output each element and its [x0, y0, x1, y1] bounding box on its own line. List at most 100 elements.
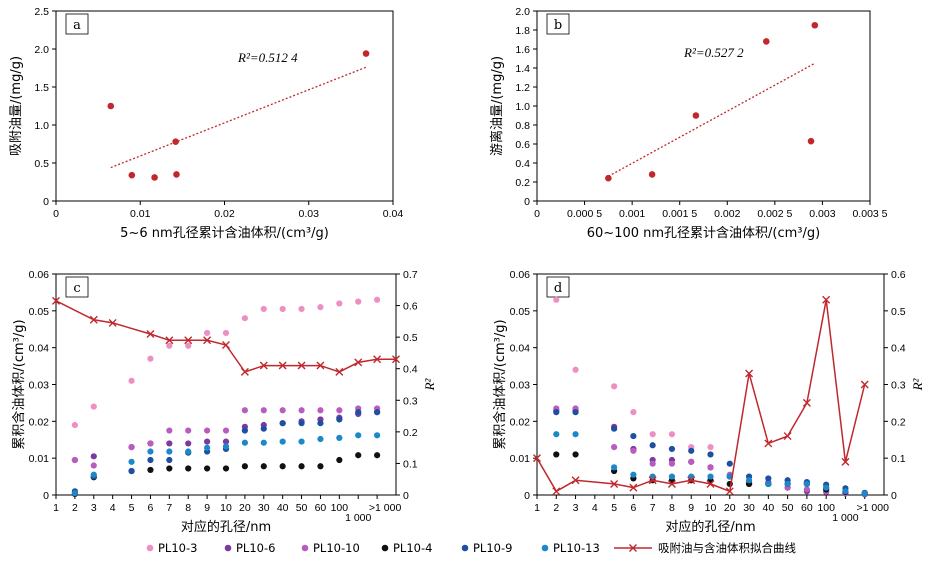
x-tick-label: 3 — [573, 502, 579, 514]
data-point — [185, 448, 192, 455]
y2-tick-label: 0.1 — [891, 453, 906, 465]
data-point — [279, 463, 286, 470]
fit-curve-marker — [822, 295, 831, 304]
data-point — [128, 444, 135, 451]
data-point — [71, 490, 78, 497]
plot-frame — [536, 10, 871, 202]
x-tick-label: 1 — [53, 502, 59, 514]
data-point — [298, 463, 305, 470]
panel-letter-box — [546, 276, 570, 298]
y-tick-label: 0.02 — [510, 416, 531, 428]
x-tick-label: 5 — [611, 502, 617, 514]
data-point — [185, 427, 192, 434]
data-point — [649, 442, 656, 449]
data-point — [317, 463, 324, 470]
data-point — [803, 486, 810, 493]
data-point — [649, 431, 656, 438]
data-point — [611, 425, 618, 432]
fit-curve-marker — [667, 479, 676, 488]
fit-curve-marker — [240, 367, 249, 376]
y-tick-label: 0.03 — [29, 380, 50, 392]
fit-curve-marker — [610, 479, 619, 488]
data-point — [317, 407, 324, 414]
y-tick-label: 2.0 — [34, 44, 49, 56]
data-point — [374, 432, 381, 439]
fit-curve-marker — [297, 361, 306, 370]
legend-item: PL10-9 — [461, 541, 512, 555]
x-tick-label: 0.002 5 — [757, 208, 792, 220]
r-squared-label: R²=0.512 4 — [237, 50, 298, 65]
data-point — [688, 458, 695, 465]
y2-tick-label: 0.6 — [403, 301, 418, 313]
data-point — [803, 480, 810, 488]
data-point — [222, 443, 230, 450]
y-tick-label: 1.4 — [515, 63, 530, 75]
data-point — [151, 174, 158, 181]
data-point — [166, 440, 173, 447]
data-point — [147, 466, 154, 474]
trend-line — [110, 66, 367, 169]
series-PL10-4 — [71, 452, 381, 497]
data-point — [668, 431, 676, 438]
data-point — [336, 300, 343, 307]
x-tick-label: 0.003 5 — [852, 208, 887, 220]
fit-curve-line — [536, 299, 866, 493]
y-tick-label: 1.6 — [515, 44, 530, 56]
data-point — [842, 488, 849, 495]
x-tick-label: 30 — [258, 502, 270, 514]
data-point — [128, 467, 135, 475]
legend-item: PL10-10 — [301, 541, 360, 555]
data-point — [128, 171, 136, 179]
data-point — [572, 451, 579, 458]
y-tick-label: 2.5 — [34, 6, 49, 18]
plot-frame — [55, 273, 397, 496]
data-point — [173, 171, 180, 178]
x-tick-label: 2 — [553, 502, 559, 514]
x-tick-label: 10 — [705, 502, 717, 514]
fit-curve-marker — [146, 329, 155, 338]
data-point — [762, 38, 770, 45]
data-point — [166, 448, 173, 455]
fit-curve-marker — [52, 296, 60, 305]
data-point — [707, 464, 714, 471]
x-axis-label: 5~6 nm孔径累计含油体积/(cm³/g) — [120, 225, 329, 241]
data-point — [811, 21, 819, 29]
y-tick-label: 0.05 — [29, 306, 50, 318]
x-tick-label: 0 — [534, 208, 540, 220]
fit-curve-marker — [278, 361, 287, 370]
legend-label: 吸附油与含油体积拟合曲线 — [658, 541, 796, 555]
data-point — [336, 416, 343, 423]
legend-x-marker-icon — [629, 544, 637, 552]
data-point — [222, 427, 230, 434]
data-point — [784, 480, 791, 488]
y-tick-label: 0 — [524, 490, 530, 502]
y2-axis-label: R² — [422, 377, 437, 391]
y-tick-label: 0.01 — [29, 453, 50, 465]
y-tick-label: 1.5 — [34, 82, 49, 94]
x-tick-label: 40 — [277, 502, 289, 514]
fit-curve-marker — [783, 432, 792, 441]
fit-curve-marker — [687, 476, 696, 485]
data-point — [630, 409, 637, 416]
y-tick-label: 0.5 — [34, 158, 49, 170]
y2-tick-label: 0 — [891, 490, 897, 502]
panel-letter: d — [554, 281, 562, 296]
data-point — [241, 427, 248, 434]
fit-curve-marker — [745, 369, 754, 378]
panel-a: a 0 0.01 0.02 0.03 0.04 0 0.5 1.0 1.5 2.0 2.5 R²=0.5… — [9, 6, 403, 241]
data-point — [317, 435, 324, 443]
y2-tick-label: 0.3 — [403, 395, 418, 407]
legend-label: PL10-9 — [473, 541, 512, 555]
y2-tick-label: 0.2 — [403, 427, 418, 439]
legend-item: PL10-6 — [224, 541, 275, 555]
data-point — [692, 112, 700, 119]
data-point — [355, 409, 362, 416]
data-point — [185, 465, 192, 472]
x-tick-label: 20 — [724, 502, 736, 514]
data-point — [279, 420, 286, 427]
y-tick-label: 0.6 — [515, 139, 530, 151]
data-point — [861, 490, 868, 497]
panel-letter-box — [546, 13, 570, 35]
data-point — [279, 407, 286, 414]
x-tick-label: 20 — [239, 502, 251, 514]
